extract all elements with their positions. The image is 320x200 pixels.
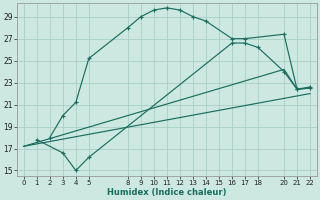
X-axis label: Humidex (Indice chaleur): Humidex (Indice chaleur) (107, 188, 227, 197)
